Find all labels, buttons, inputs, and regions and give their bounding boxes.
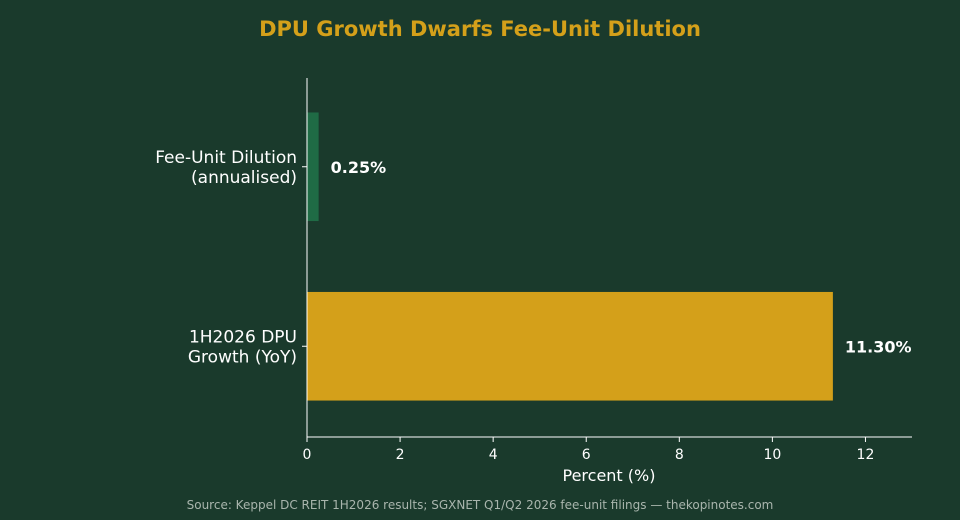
bar	[307, 112, 319, 222]
bars-group	[307, 112, 833, 401]
category-label-line: Fee-Unit Dilution	[155, 148, 297, 168]
x-tick-label: 0	[303, 447, 312, 463]
data-labels-group: 0.25% 11.30%	[331, 158, 912, 357]
x-tick-label: 12	[857, 447, 875, 463]
x-tick-label: 6	[582, 447, 591, 463]
chart-title: DPU Growth Dwarfs Fee-Unit Dilution	[259, 17, 701, 41]
x-tick-label: 8	[675, 447, 684, 463]
bar	[307, 291, 833, 401]
category-label: Fee-Unit Dilution (annualised)	[155, 148, 297, 188]
x-ticks-group: 0 2 4 6 8 10 12	[303, 437, 875, 463]
source-note: Source: Keppel DC REIT 1H2026 results; S…	[186, 498, 774, 512]
x-axis-label: Percent (%)	[563, 466, 656, 485]
category-label-line: Growth (YoY)	[188, 347, 297, 367]
category-label-line: 1H2026 DPU	[189, 327, 297, 347]
category-label-line: (annualised)	[191, 168, 297, 188]
bar-value-label: 0.25%	[331, 158, 387, 177]
category-label: 1H2026 DPU Growth (YoY)	[188, 327, 297, 367]
x-tick-label: 2	[396, 447, 405, 463]
x-tick-label: 4	[489, 447, 498, 463]
bar-value-label: 11.30%	[845, 337, 912, 356]
x-tick-label: 10	[763, 447, 781, 463]
category-labels-group: Fee-Unit Dilution (annualised) 1H2026 DPU G…	[155, 148, 307, 367]
